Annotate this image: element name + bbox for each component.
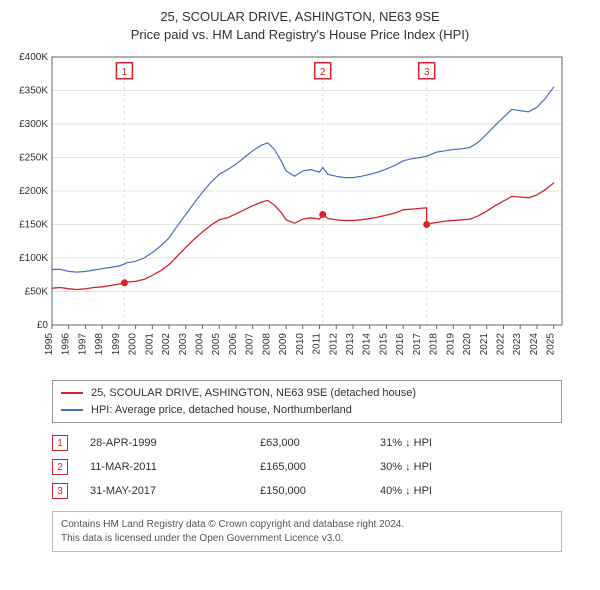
sale-marker-number: 1 xyxy=(122,67,128,78)
x-tick-label: 2025 xyxy=(546,333,557,356)
y-tick-label: £200K xyxy=(19,186,48,197)
x-tick-label: 1995 xyxy=(44,333,55,356)
x-tick-label: 2001 xyxy=(144,333,155,356)
sale-price: £150,000 xyxy=(260,485,380,497)
sale-date: 11-MAR-2011 xyxy=(90,461,260,473)
y-tick-label: £0 xyxy=(37,320,49,331)
x-tick-label: 1998 xyxy=(94,333,105,356)
x-tick-label: 2011 xyxy=(312,333,323,355)
legend-swatch xyxy=(61,392,83,394)
y-tick-label: £300K xyxy=(19,119,48,130)
sale-price: £63,000 xyxy=(260,437,380,449)
sale-point xyxy=(121,279,128,286)
legend-item: HPI: Average price, detached house, Nort… xyxy=(61,402,553,419)
x-tick-label: 2009 xyxy=(278,333,289,356)
sale-point xyxy=(423,221,430,228)
sales-table: 1 28-APR-1999 £63,000 31% ↓ HPI 2 11-MAR… xyxy=(52,431,562,503)
sale-marker-icon: 3 xyxy=(52,483,68,499)
x-tick-label: 2020 xyxy=(462,333,473,356)
table-row: 2 11-MAR-2011 £165,000 30% ↓ HPI xyxy=(52,455,562,479)
table-row: 1 28-APR-1999 £63,000 31% ↓ HPI xyxy=(52,431,562,455)
x-tick-label: 2006 xyxy=(228,333,239,356)
chart: £0 £50K £100K £150K £200K £250K £300K £350K £400… xyxy=(8,49,592,374)
footer-line: This data is licensed under the Open Gov… xyxy=(61,532,553,546)
attribution-footer: Contains HM Land Registry data © Crown c… xyxy=(52,511,562,552)
x-tick-label: 2022 xyxy=(495,333,506,356)
title-subtitle: Price paid vs. HM Land Registry's House … xyxy=(8,26,592,44)
sale-marker-icon: 1 xyxy=(52,435,68,451)
footer-line: Contains HM Land Registry data © Crown c… xyxy=(61,518,553,532)
x-tick-label: 2024 xyxy=(529,333,540,356)
sale-date: 31-MAY-2017 xyxy=(90,485,260,497)
x-tick-label: 2008 xyxy=(261,333,272,356)
x-tick-label: 1996 xyxy=(61,333,72,356)
x-tick-label: 2013 xyxy=(345,333,356,356)
x-tick-label: 2003 xyxy=(178,333,189,356)
sale-price: £165,000 xyxy=(260,461,380,473)
legend-label: HPI: Average price, detached house, Nort… xyxy=(91,402,352,419)
x-tick-label: 2010 xyxy=(295,333,306,356)
x-tick-label: 2023 xyxy=(512,333,523,356)
x-tick-label: 2002 xyxy=(161,333,172,356)
sale-delta: 30% ↓ HPI xyxy=(380,461,562,473)
y-tick-label: £350K xyxy=(19,86,48,97)
x-tick-label: 2021 xyxy=(479,333,490,356)
x-tick-label: 2004 xyxy=(194,333,205,356)
x-tick-label: 2018 xyxy=(429,333,440,356)
x-tick-label: 2019 xyxy=(445,333,456,356)
sale-point xyxy=(319,211,326,218)
x-tick-label: 2007 xyxy=(245,333,256,356)
chart-svg: £0 £50K £100K £150K £200K £250K £300K £350K £400… xyxy=(8,49,568,369)
x-tick-label: 2005 xyxy=(211,333,222,356)
x-tick-label: 1997 xyxy=(77,333,88,356)
y-tick-label: £250K xyxy=(19,153,48,164)
legend: 25, SCOULAR DRIVE, ASHINGTON, NE63 9SE (… xyxy=(52,380,562,423)
title-block: 25, SCOULAR DRIVE, ASHINGTON, NE63 9SE P… xyxy=(8,8,592,43)
y-tick-label: £400K xyxy=(19,52,48,63)
x-tick-label: 2017 xyxy=(412,333,423,356)
y-tick-label: £150K xyxy=(19,220,48,231)
sale-date: 28-APR-1999 xyxy=(90,437,260,449)
sale-marker-number: 3 xyxy=(424,67,430,78)
x-tick-label: 2016 xyxy=(395,333,406,356)
x-tick-label: 2014 xyxy=(362,333,373,356)
x-tick-label: 2000 xyxy=(128,333,139,356)
sale-marker-number: 2 xyxy=(320,67,326,78)
x-tick-label: 2012 xyxy=(328,333,339,356)
sale-delta: 31% ↓ HPI xyxy=(380,437,562,449)
y-tick-label: £100K xyxy=(19,253,48,264)
x-tick-label: 1999 xyxy=(111,333,122,356)
title-address: 25, SCOULAR DRIVE, ASHINGTON, NE63 9SE xyxy=(8,8,592,26)
x-tick-label: 2015 xyxy=(378,333,389,356)
legend-item: 25, SCOULAR DRIVE, ASHINGTON, NE63 9SE (… xyxy=(61,385,553,402)
table-row: 3 31-MAY-2017 £150,000 40% ↓ HPI xyxy=(52,479,562,503)
sale-marker-icon: 2 xyxy=(52,459,68,475)
legend-label: 25, SCOULAR DRIVE, ASHINGTON, NE63 9SE (… xyxy=(91,385,416,402)
y-tick-label: £50K xyxy=(25,287,49,298)
legend-swatch xyxy=(61,409,83,411)
sale-delta: 40% ↓ HPI xyxy=(380,485,562,497)
